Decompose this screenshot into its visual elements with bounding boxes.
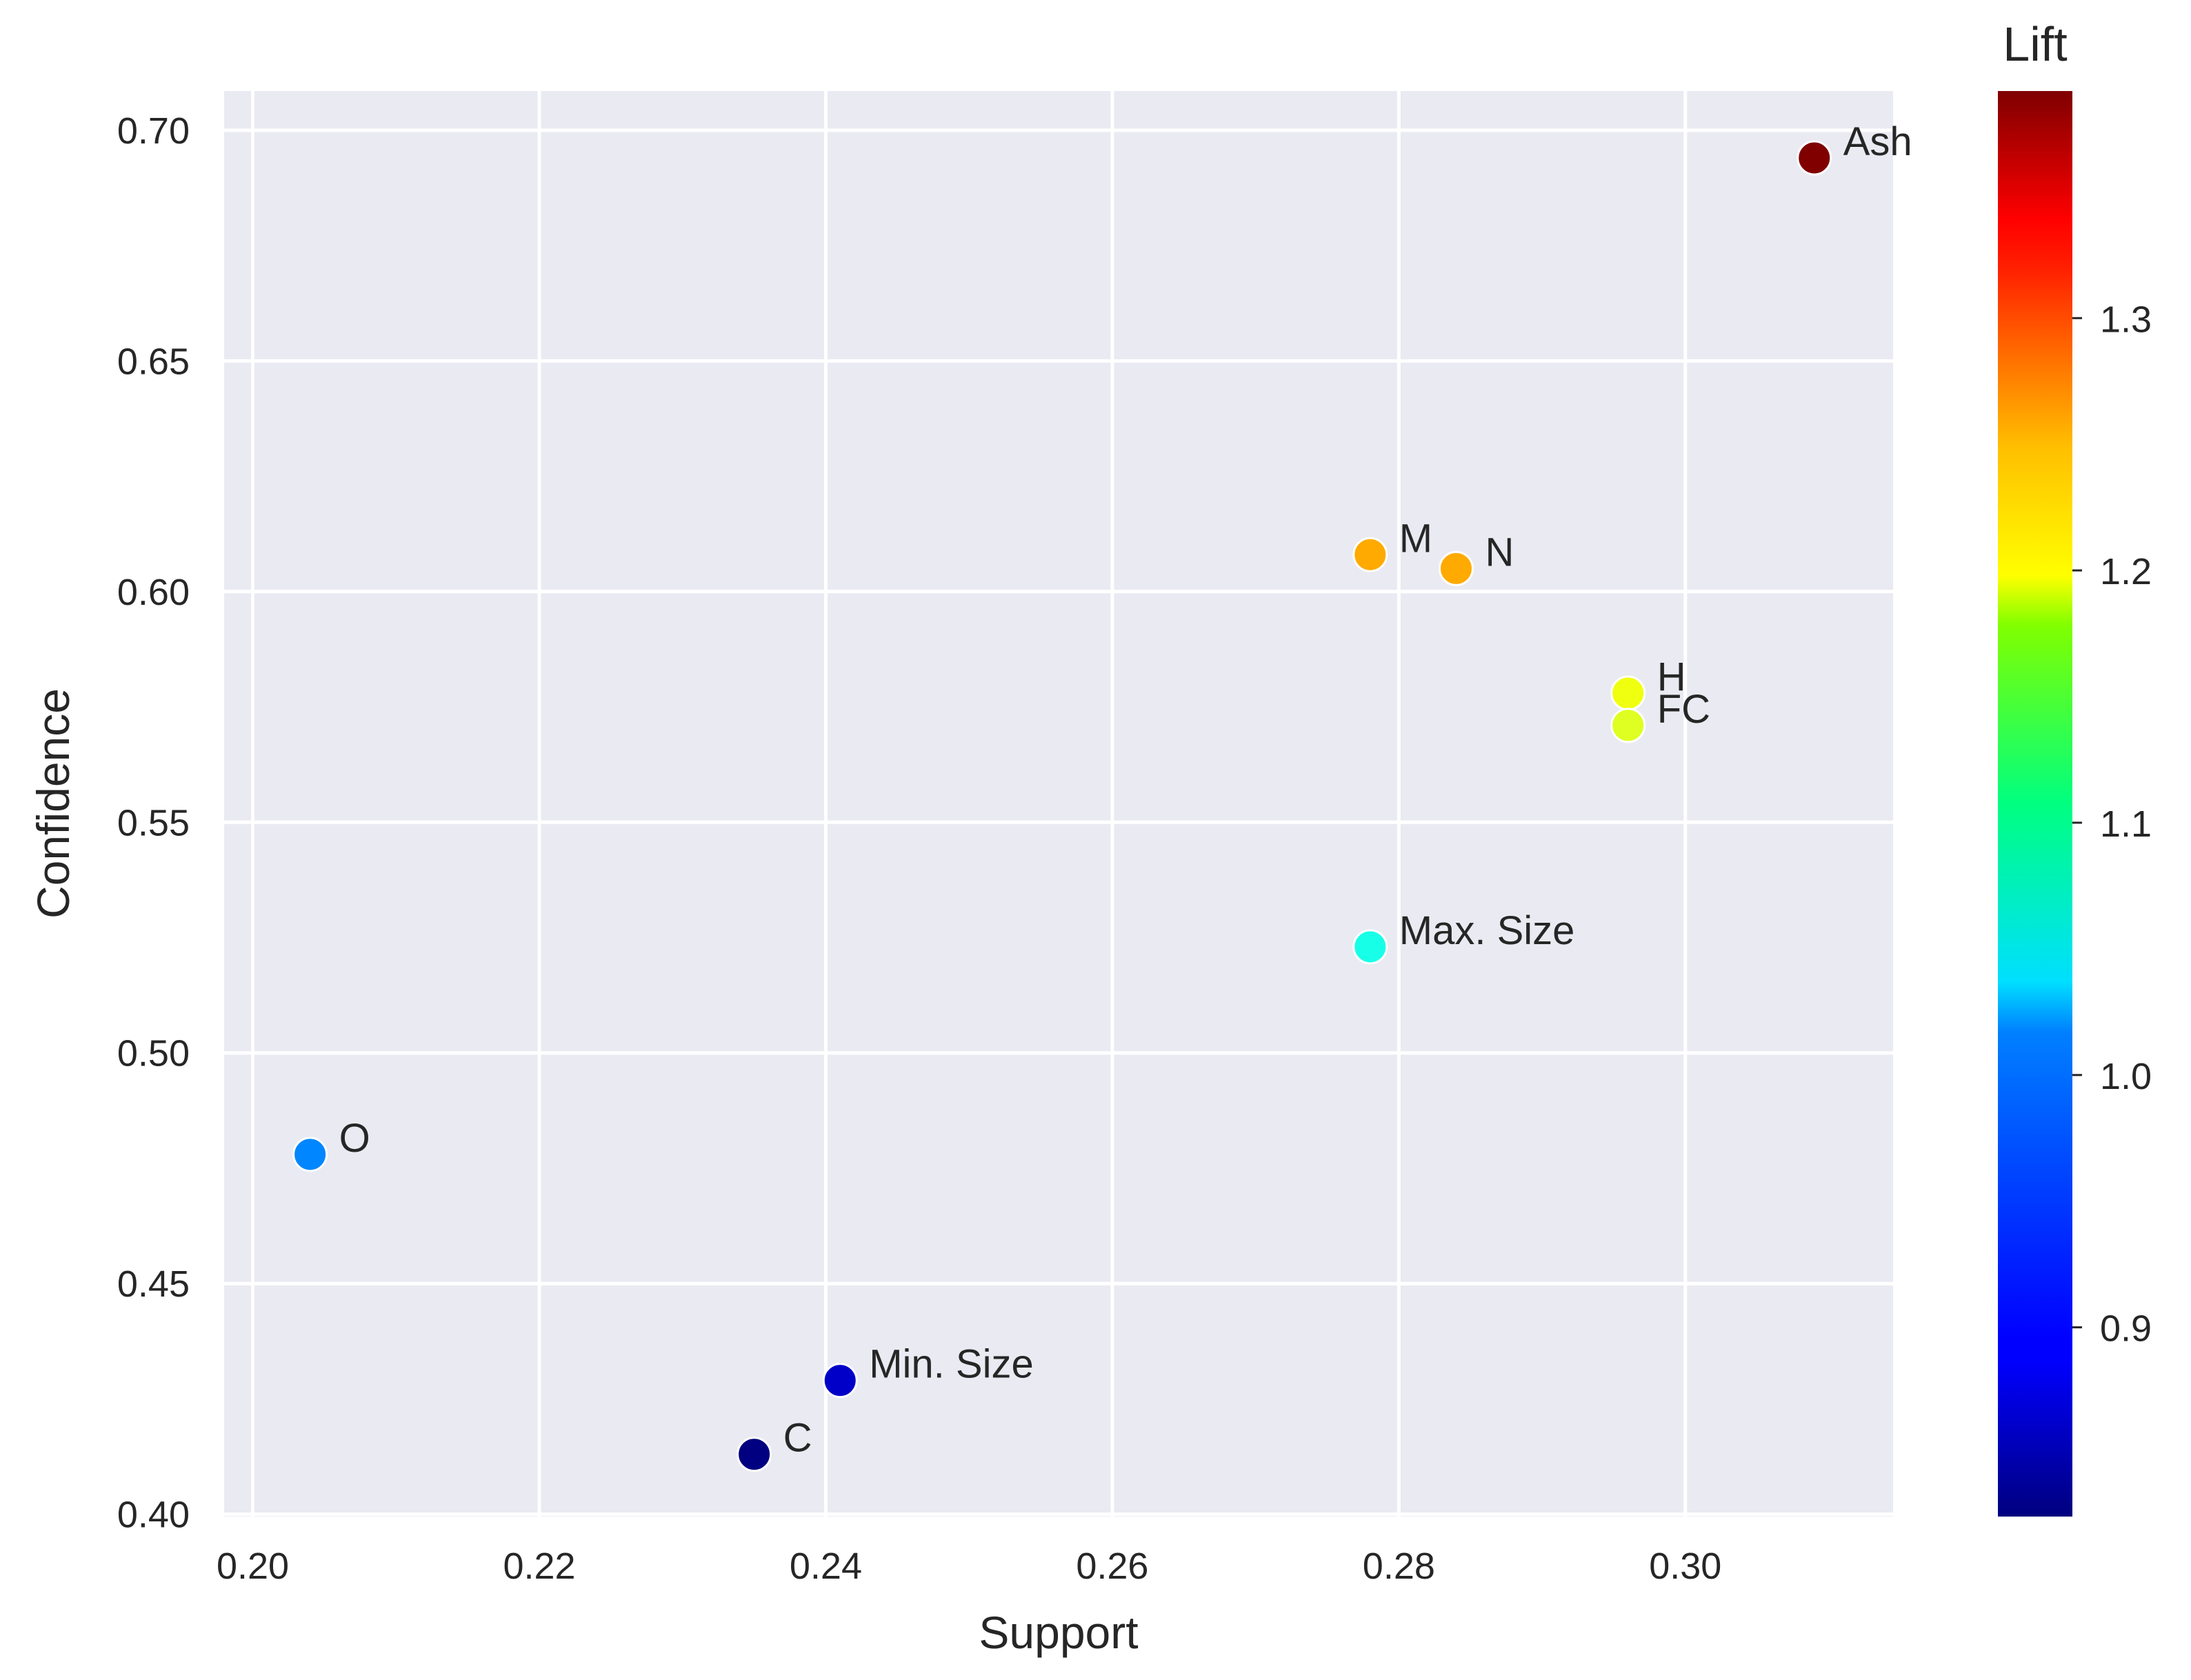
y-tick-label: 0.60 — [117, 572, 190, 613]
colorbar-tick-label: 0.9 — [2100, 1308, 2152, 1350]
data-points — [292, 140, 1832, 1472]
x-tick-label: 0.22 — [503, 1546, 575, 1587]
data-point — [737, 1437, 772, 1472]
colorbar-tick-label: 1.0 — [2100, 1056, 2152, 1097]
data-point — [1610, 708, 1646, 743]
data-point — [292, 1137, 328, 1172]
point-label: Max. Size — [1399, 908, 1575, 953]
point-label: Ash — [1843, 119, 1912, 164]
data-point — [1797, 140, 1832, 176]
point-label: O — [339, 1116, 370, 1161]
data-point — [1610, 675, 1646, 711]
y-tick-label: 0.65 — [117, 341, 190, 382]
x-tick-label: 0.26 — [1076, 1546, 1148, 1587]
data-point — [1352, 929, 1388, 965]
x-tick-labels: 0.20 0.22 0.24 0.26 0.28 0.30 — [217, 1546, 1721, 1587]
plot-background — [224, 91, 1893, 1517]
x-tick-label: 0.28 — [1363, 1546, 1435, 1587]
x-tick-label: 0.24 — [790, 1546, 862, 1587]
y-tick-label: 0.45 — [117, 1263, 190, 1305]
x-gridlines — [251, 91, 1688, 1517]
data-point — [822, 1363, 858, 1399]
data-point — [1352, 537, 1388, 572]
y-axis-title: Confidence — [28, 688, 79, 919]
x-tick-label: 0.20 — [217, 1546, 289, 1587]
point-label: M — [1399, 516, 1432, 561]
x-tick-label: 0.30 — [1649, 1546, 1721, 1587]
colorbar — [1998, 91, 2072, 1517]
colorbar-title: Lift — [2003, 17, 2067, 71]
colorbar-tick-label: 1.2 — [2100, 551, 2152, 592]
y-tick-label: 0.55 — [117, 802, 190, 843]
point-label: Min. Size — [869, 1342, 1034, 1387]
point-labels: Ash M N HFC Max. Size O Min. Size C — [339, 119, 1912, 1461]
x-axis-title: Support — [979, 1607, 1138, 1658]
y-tick-label: 0.50 — [117, 1033, 190, 1074]
colorbar-tick-label: 1.3 — [2100, 299, 2152, 340]
point-label: C — [783, 1416, 812, 1461]
y-tick-labels: 0.40 0.45 0.50 0.55 0.60 0.65 0.70 — [117, 110, 190, 1536]
point-label: H — [1657, 654, 1686, 699]
colorbar-ticks: 0.9 1.0 1.1 1.2 1.3 — [2072, 299, 2152, 1350]
colorbar-tick-label: 1.1 — [2100, 803, 2152, 845]
point-label: FC — [1657, 687, 1710, 732]
y-tick-label: 0.70 — [117, 110, 190, 152]
data-point — [1438, 550, 1474, 586]
y-tick-label: 0.40 — [117, 1494, 190, 1536]
y-gridlines — [224, 128, 1893, 1517]
point-label: N — [1485, 530, 1514, 574]
